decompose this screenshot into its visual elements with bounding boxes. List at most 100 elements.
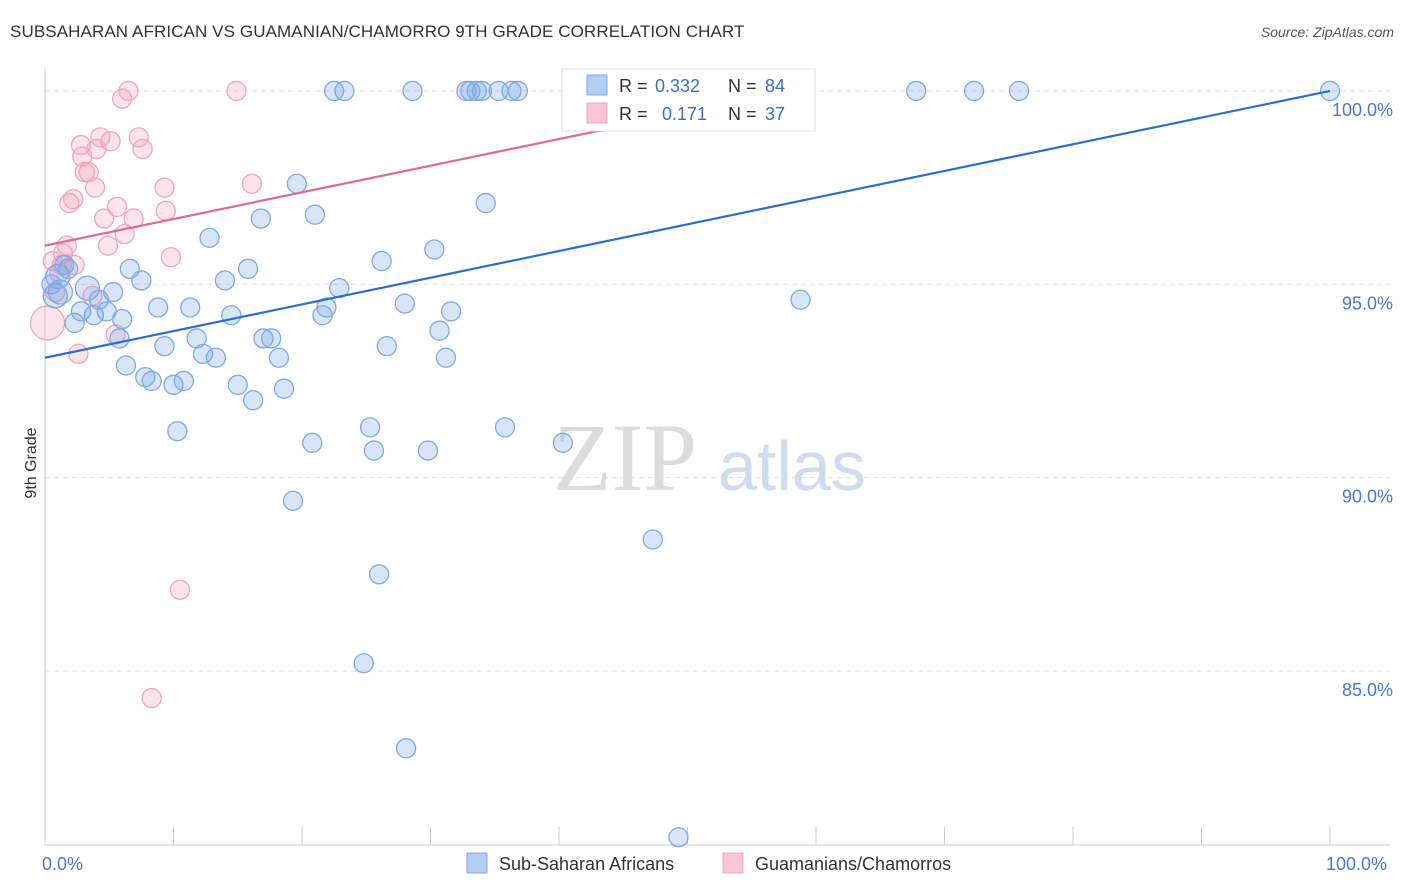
point-subsaharan-30 [237, 258, 259, 279]
point-subsaharan-5 [70, 301, 92, 322]
legend-swatch-subsaharan [466, 852, 488, 874]
point-subsaharan-22 [180, 297, 201, 318]
point-subsaharan-54 [402, 80, 423, 102]
point-subsaharan-80 [54, 254, 75, 276]
point-subsaharan-6 [74, 275, 101, 301]
x-tick-label-0: 0.0% [42, 854, 83, 874]
point-subsaharan-12 [115, 355, 137, 376]
point-subsaharan-61 [460, 80, 481, 102]
point-subsaharan-71 [642, 529, 663, 550]
point-subsaharan-34 [261, 328, 282, 349]
point-subsaharan-29 [227, 374, 248, 395]
point-subsaharan-37 [282, 490, 304, 511]
point-subsaharan-56 [424, 239, 445, 260]
point-guamanian-28 [128, 127, 149, 148]
point-subsaharan-43 [323, 80, 345, 102]
point-guamanian-20 [97, 235, 119, 256]
stats-swatch-subsaharan [586, 74, 608, 96]
y-tick-label-1: 95.0% [1342, 293, 1393, 313]
axes [44, 68, 1390, 846]
point-subsaharan-14 [131, 270, 152, 291]
point-subsaharan-18 [154, 336, 175, 357]
point-guamanian-26 [118, 80, 139, 102]
point-subsaharan-46 [353, 653, 374, 674]
point-subsaharan-67 [501, 80, 522, 102]
stats-r-label-2: R = [619, 104, 648, 124]
point-guamanian-29 [132, 138, 153, 160]
point-guamanian-7 [59, 192, 80, 214]
point-subsaharan-66 [494, 417, 516, 438]
point-subsaharan-45 [334, 80, 355, 102]
point-guamanian-32 [155, 200, 176, 221]
point-subsaharan-75 [790, 289, 811, 310]
source-credit: Source: ZipAtlas.com [1260, 24, 1394, 40]
point-subsaharan-15 [135, 366, 156, 388]
y-tick-label-3: 85.0% [1342, 680, 1393, 700]
point-subsaharan-57 [429, 320, 450, 341]
point-subsaharan-27 [214, 270, 236, 291]
point-subsaharan-78 [1008, 80, 1030, 102]
point-subsaharan-77 [963, 80, 985, 102]
x-tick-labels: 0.0% 100.0% [42, 854, 1387, 874]
legend-swatch-guamanian [722, 852, 744, 874]
point-subsaharan-20 [167, 421, 188, 442]
point-subsaharan-23 [186, 328, 207, 349]
y-tick-labels: 100.0% 95.0% 90.0% 85.0% [1332, 100, 1393, 700]
stats-r-value-1: 0.332 [655, 76, 700, 96]
point-guamanian-33 [160, 247, 182, 268]
stats-swatch-guamanian [586, 102, 608, 124]
point-subsaharan-3 [57, 258, 79, 279]
point-subsaharan-2 [47, 279, 74, 305]
point-subsaharan-39 [302, 432, 323, 453]
x-tick-label-1: 100.0% [1326, 854, 1387, 874]
point-subsaharan-51 [376, 336, 397, 357]
point-subsaharan-16 [141, 370, 162, 392]
point-subsaharan-48 [363, 440, 385, 461]
trend-line-guamanian [44, 124, 624, 247]
point-subsaharan-76 [906, 80, 927, 102]
point-guamanian-18 [90, 127, 111, 148]
y-axis-label: 9th Grade [23, 427, 40, 498]
point-guamanian-8 [63, 189, 84, 210]
stats-n-value-2: 37 [765, 104, 785, 124]
legend-label-guamanian: Guamanians/Chamorros [755, 854, 951, 874]
point-guamanian-34 [169, 579, 191, 600]
legend-label-subsaharan: Sub-Saharan Africans [499, 854, 674, 874]
point-guamanian-10 [68, 343, 89, 365]
point-subsaharan-62 [466, 80, 487, 102]
point-subsaharan-26 [205, 347, 227, 368]
point-subsaharan-64 [475, 192, 496, 214]
point-subsaharan-4 [64, 312, 85, 334]
point-subsaharan-47 [359, 417, 381, 438]
trend-line-subsaharan [44, 89, 1331, 359]
point-subsaharan-82 [507, 80, 529, 102]
point-subsaharan-32 [250, 208, 272, 229]
stats-n-value-1: 84 [765, 76, 785, 96]
stats-box: R = 0.332 N = 84 R = 0.171 N = 37 [561, 68, 816, 132]
point-subsaharan-49 [368, 564, 390, 585]
point-guamanian-36 [241, 173, 263, 194]
trend-lines [44, 89, 1331, 359]
point-subsaharan-42 [316, 297, 337, 318]
y-tick-label-2: 90.0% [1342, 487, 1393, 507]
stats-n-label-2: N = [728, 104, 757, 124]
stats-r-value-2: 0.171 [662, 104, 707, 124]
stats-r-label-1: R = [619, 76, 648, 96]
stats-n-label-1: N = [728, 76, 757, 96]
point-guamanian-21 [100, 131, 121, 152]
point-subsaharan-55 [417, 440, 439, 461]
point-subsaharan-58 [435, 347, 457, 368]
point-subsaharan-36 [273, 378, 295, 399]
point-guamanian-23 [106, 196, 128, 218]
watermark-zip: ZIP [553, 404, 697, 511]
chart-title: SUBSAHARAN AFRICAN VS GUAMANIAN/CHAMORRO… [10, 22, 745, 41]
watermark: ZIP atlas [553, 404, 866, 511]
point-subsaharan-63 [471, 80, 493, 102]
legend: Sub-Saharan Africans Guamanians/Chamorro… [466, 852, 951, 874]
point-guamanian-9 [64, 254, 85, 276]
point-guamanian-30 [141, 687, 162, 709]
point-subsaharan-35 [268, 347, 290, 368]
point-subsaharan-10 [102, 281, 124, 303]
point-guamanian-0 [29, 305, 66, 341]
